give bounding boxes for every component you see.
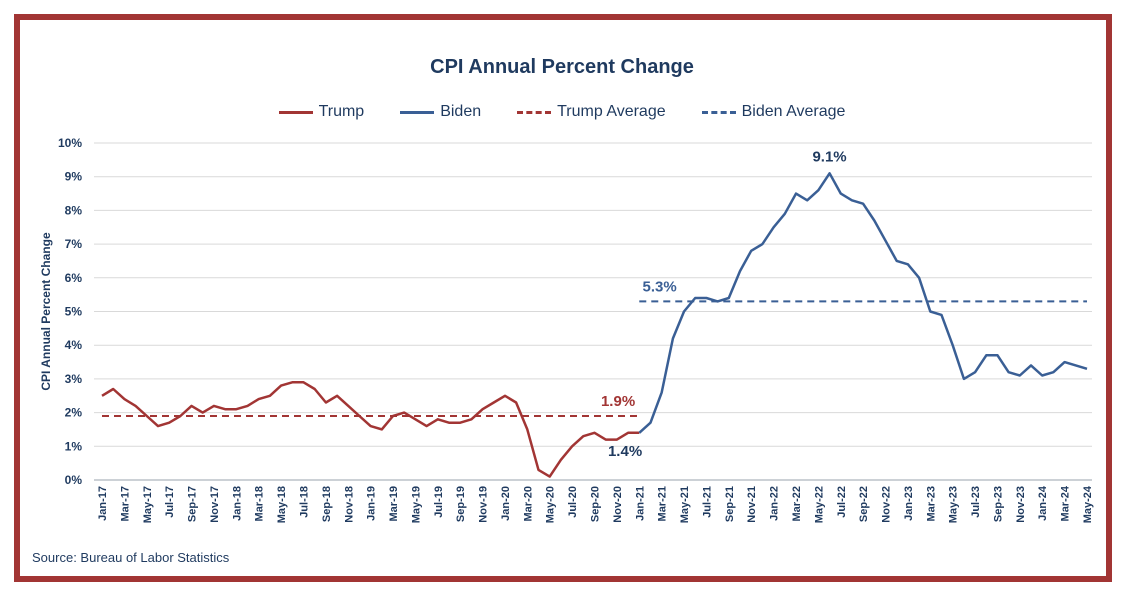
- data-annotation: 1.9%: [601, 393, 635, 410]
- y-tick-label: 3%: [65, 372, 83, 386]
- y-axis-label: CPI Annual Percent Change: [39, 232, 53, 391]
- x-tick-label: Nov-22: [881, 486, 893, 523]
- x-tick-label: Jan-21: [634, 486, 646, 521]
- legend-swatch-trump: [278, 110, 313, 114]
- y-tick-label: 6%: [65, 271, 83, 285]
- y-tick-label: 5%: [65, 305, 83, 319]
- x-tick-label: Jan-20: [500, 486, 512, 521]
- x-tick-label: Jul-18: [298, 486, 310, 518]
- legend-item-trump: Trump: [278, 103, 365, 121]
- x-tick-label: Mar-17: [119, 486, 131, 521]
- x-tick-label: Nov-23: [1015, 486, 1027, 523]
- x-tick-label: Sep-18: [321, 486, 333, 522]
- y-tick-label: 10%: [58, 136, 82, 150]
- x-tick-label: Jul-19: [433, 486, 445, 518]
- x-tick-label: Mar-20: [522, 486, 534, 521]
- x-tick-label: Jan-23: [903, 486, 915, 521]
- x-tick-label: May-23: [948, 486, 960, 523]
- data-annotation: 5.3%: [643, 278, 677, 295]
- x-tick-label: Jan-24: [1037, 485, 1049, 521]
- x-tick-label: Jan-22: [769, 486, 781, 521]
- legend-item-trump-average: Trump Average: [517, 103, 666, 121]
- x-tick-label: Mar-24: [1060, 485, 1072, 521]
- x-tick-label: Mar-19: [388, 486, 400, 521]
- source-note: Source: Bureau of Labor Statistics: [32, 550, 230, 565]
- x-tick-label: May-17: [142, 486, 154, 523]
- x-tick-label: Jul-23: [970, 486, 982, 518]
- x-tick-label: Mar-21: [657, 486, 669, 521]
- legend-label-trump: Trump: [318, 103, 365, 120]
- x-tick-label: May-22: [813, 486, 825, 523]
- y-tick-label: 2%: [65, 406, 83, 420]
- x-tick-label: Nov-21: [746, 486, 758, 523]
- chart-frame: [14, 14, 1112, 582]
- legend-swatch-biden: [400, 110, 435, 114]
- x-tick-label: May-21: [679, 486, 691, 523]
- x-tick-label: Sep-17: [187, 486, 199, 522]
- legend-label-biden-average: Biden Average: [741, 103, 846, 120]
- x-tick-label: Nov-19: [478, 486, 490, 523]
- x-tick-label: Sep-19: [455, 486, 467, 522]
- y-tick-label: 0%: [65, 473, 83, 487]
- legend-swatch-biden-average: [701, 110, 736, 114]
- chart-title: CPI Annual Percent Change: [430, 56, 694, 78]
- x-tick-label: Mar-18: [254, 486, 266, 521]
- y-tick-label: 8%: [65, 203, 83, 217]
- x-tick-label: May-18: [276, 486, 288, 523]
- x-tick-label: Nov-20: [612, 486, 624, 523]
- y-tick-label: 1%: [65, 439, 83, 453]
- y-tick-label: 7%: [65, 237, 83, 251]
- x-tick-label: Jan-19: [366, 486, 378, 521]
- chart-legend: Trump Biden Trump Average Biden Average: [0, 103, 1124, 121]
- x-tick-label: May-19: [410, 486, 422, 523]
- x-tick-label: Mar-22: [791, 486, 803, 521]
- legend-item-biden-average: Biden Average: [701, 103, 846, 121]
- x-tick-label: Nov-17: [209, 486, 221, 523]
- legend-label-trump-average: Trump Average: [557, 103, 666, 120]
- x-tick-label: Jul-17: [164, 486, 176, 518]
- legend-label-biden: Biden: [440, 103, 482, 120]
- x-tick-label: May-20: [545, 486, 557, 523]
- x-tick-label: Mar-23: [925, 486, 937, 521]
- x-tick-label: Jan-17: [97, 486, 109, 521]
- x-tick-label: Sep-22: [858, 486, 870, 522]
- y-tick-label: 4%: [65, 338, 83, 352]
- x-tick-label: Jul-21: [701, 486, 713, 518]
- x-tick-label: Jan-18: [231, 486, 243, 521]
- legend-item-biden: Biden: [400, 103, 481, 121]
- x-tick-label: Sep-20: [590, 486, 602, 522]
- x-tick-label: May-24: [1082, 485, 1094, 523]
- legend-swatch-trump-average: [517, 110, 552, 114]
- x-tick-label: Nov-18: [343, 486, 355, 523]
- series-line-biden: [638, 172, 1088, 434]
- x-tick-label: Sep-21: [724, 486, 736, 522]
- x-tick-label: Jul-20: [567, 486, 579, 518]
- data-annotation: 9.1%: [812, 148, 846, 165]
- series-line-trump: [101, 381, 640, 478]
- data-annotation: 1.4%: [608, 443, 642, 460]
- x-tick-label: Sep-23: [992, 486, 1004, 522]
- y-tick-label: 9%: [65, 170, 83, 184]
- x-tick-label: Jul-22: [836, 486, 848, 518]
